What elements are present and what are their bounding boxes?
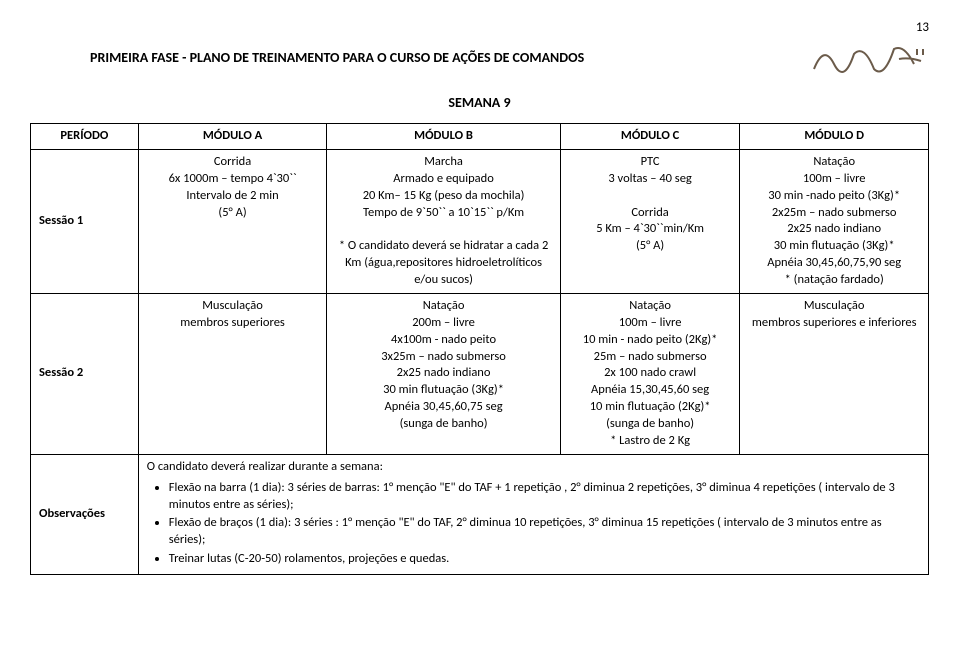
col-modulo-c: MÓDULO C — [560, 124, 740, 150]
sessao1-b: MarchaArmado e equipado20 Km– 15 Kg (pes… — [327, 149, 560, 293]
col-modulo-d: MÓDULO D — [740, 124, 929, 150]
col-modulo-a: MÓDULO A — [138, 124, 327, 150]
sessao2-c: Natação100m – livre10 min - nado peito (… — [560, 293, 740, 454]
sessao1-a: Corrida6x 1000m – tempo 4`30``Intervalo … — [138, 149, 327, 293]
training-table: PERÍODO MÓDULO A MÓDULO B MÓDULO C MÓDUL… — [30, 123, 929, 575]
sessao2-d: Musculaçãomembros superiores e inferiore… — [740, 293, 929, 454]
table-header-row: PERÍODO MÓDULO A MÓDULO B MÓDULO C MÓDUL… — [31, 124, 929, 150]
table-row: Sessão 1 Corrida6x 1000m – tempo 4`30``I… — [31, 149, 929, 293]
obs-list: Flexão na barra (1 dia): 3 séries de bar… — [147, 480, 920, 568]
sessao2-a: Musculaçãomembros superiores — [138, 293, 327, 454]
subheader: SEMANA 9 — [30, 94, 929, 111]
obs-item: Treinar lutas (C-20-50) rolamentos, proj… — [169, 551, 920, 568]
table-row: Observações O candidato deverá realizar … — [31, 454, 929, 574]
sessao2-b: Natação200m – livre4x100m - nado peito3x… — [327, 293, 560, 454]
signature-image — [809, 39, 929, 89]
obs-lead: O candidato deverá realizar durante a se… — [147, 459, 920, 476]
col-modulo-b: MÓDULO B — [327, 124, 560, 150]
sessao1-label: Sessão 1 — [31, 149, 139, 293]
obs-cell: O candidato deverá realizar durante a se… — [138, 454, 928, 574]
col-periodo: PERÍODO — [31, 124, 139, 150]
obs-item: Flexão de braços (1 dia): 3 séries : 1° … — [169, 515, 920, 549]
header-title: PRIMEIRA FASE - PLANO DE TREINAMENTO PAR… — [90, 49, 584, 66]
header-row: PRIMEIRA FASE - PLANO DE TREINAMENTO PAR… — [30, 39, 929, 89]
obs-item: Flexão na barra (1 dia): 3 séries de bar… — [169, 480, 920, 514]
sessao1-d: Natação100m – livre30 min -nado peito (3… — [740, 149, 929, 293]
table-row: Sessão 2 Musculaçãomembros superiores Na… — [31, 293, 929, 454]
sessao2-label: Sessão 2 — [31, 293, 139, 454]
sessao1-c: PTC3 voltas – 40 segCorrida5 Km – 4`30``… — [560, 149, 740, 293]
page-number: 13 — [30, 20, 929, 35]
obs-label: Observações — [31, 454, 139, 574]
